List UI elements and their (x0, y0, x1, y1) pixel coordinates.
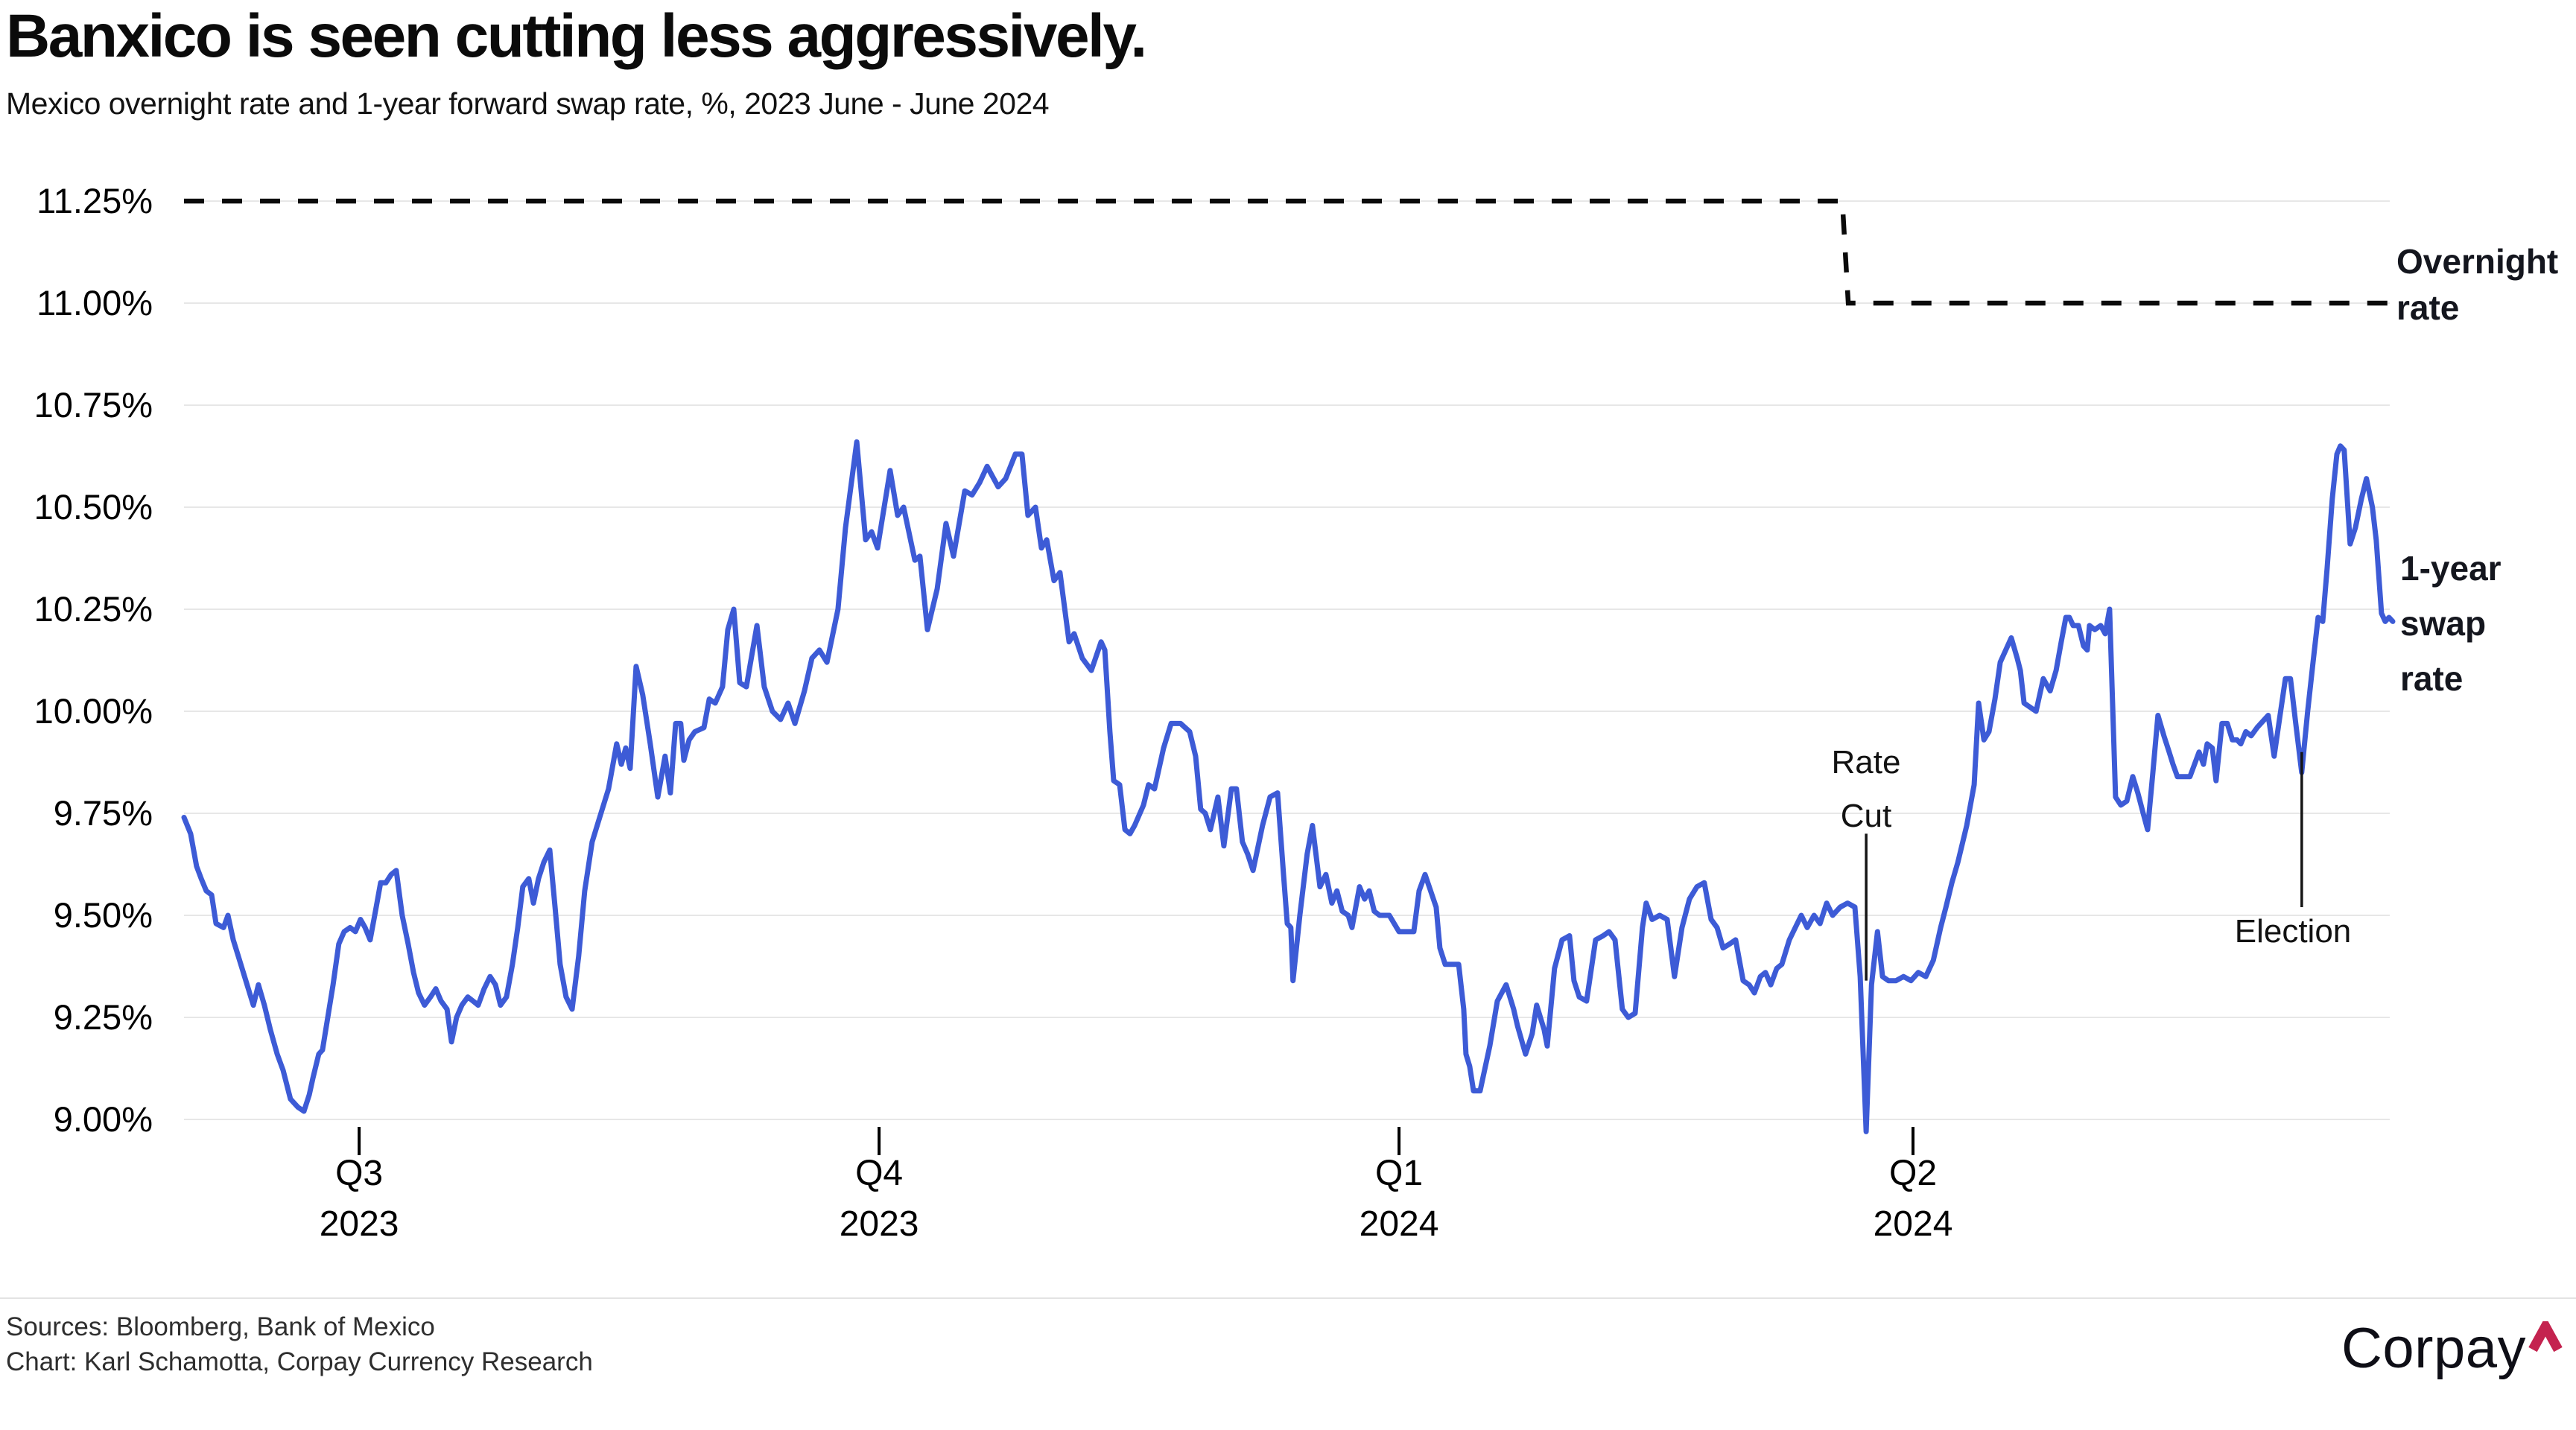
y-axis-tick-label: 11.00% (37, 283, 153, 322)
y-axis-tick-label: 9.25% (54, 997, 153, 1037)
x-axis-quarter-label: Q2 (1889, 1154, 1937, 1193)
y-axis-tick-label: 10.25% (34, 589, 153, 629)
election-annotation: Election (2180, 913, 2406, 950)
y-axis-tick-label: 11.25% (37, 181, 153, 220)
corpay-chevron-icon (2528, 1316, 2563, 1358)
overnight-label-line2: rate (2396, 288, 2460, 327)
rate-cut-annotation-line1: Rate (1831, 744, 1901, 781)
swap-label-line2: swap (2400, 604, 2487, 643)
y-axis-tick-label: 9.50% (54, 895, 153, 935)
page-subtitle: Mexico overnight rate and 1-year forward… (6, 86, 1050, 121)
swap-label-line3: rate (2400, 659, 2464, 698)
x-axis-year-label: 2024 (1360, 1204, 1439, 1244)
swap-label-line1: 1-year (2400, 549, 2502, 588)
overnight-rate-series-label: Overnight rate (2396, 238, 2558, 331)
y-axis-tick-label: 10.50% (34, 487, 153, 527)
x-axis-quarter-label: Q1 (1375, 1154, 1423, 1193)
footer-divider (0, 1297, 2576, 1299)
overnight-label-line1: Overnight (2396, 242, 2559, 281)
overnight-rate-line (184, 198, 2388, 306)
x-axis-year-label: 2023 (320, 1204, 399, 1244)
y-axis-tick-label: 10.00% (34, 691, 153, 731)
swap-rate-line (181, 439, 2396, 1134)
page-title: Banxico is seen cutting less aggressivel… (6, 2, 1147, 70)
y-axis-tick-label: 9.75% (54, 793, 153, 833)
rate-cut-annotation-line2: Cut (1840, 798, 1892, 834)
x-axis-year-label: 2023 (840, 1204, 919, 1244)
y-axis-tick-label: 9.00% (54, 1099, 153, 1139)
corpay-logo: Corpay (2341, 1315, 2563, 1382)
election-annotation-text: Election (2234, 913, 2352, 950)
y-axis-tick-label: 10.75% (34, 385, 153, 425)
x-axis-quarter-label: Q4 (855, 1154, 903, 1193)
x-axis-quarter-label: Q3 (335, 1154, 383, 1193)
swap-rate-series-label: 1-year swap rate (2400, 541, 2502, 706)
sources-text: Sources: Bloomberg, Bank of Mexico (6, 1312, 435, 1341)
corpay-logo-text: Corpay (2341, 1317, 2526, 1380)
credit-text: Chart: Karl Schamotta, Corpay Currency R… (6, 1347, 593, 1376)
rate-cut-annotation: Rate Cut (1777, 736, 1955, 843)
x-axis-year-label: 2024 (1874, 1204, 1953, 1244)
